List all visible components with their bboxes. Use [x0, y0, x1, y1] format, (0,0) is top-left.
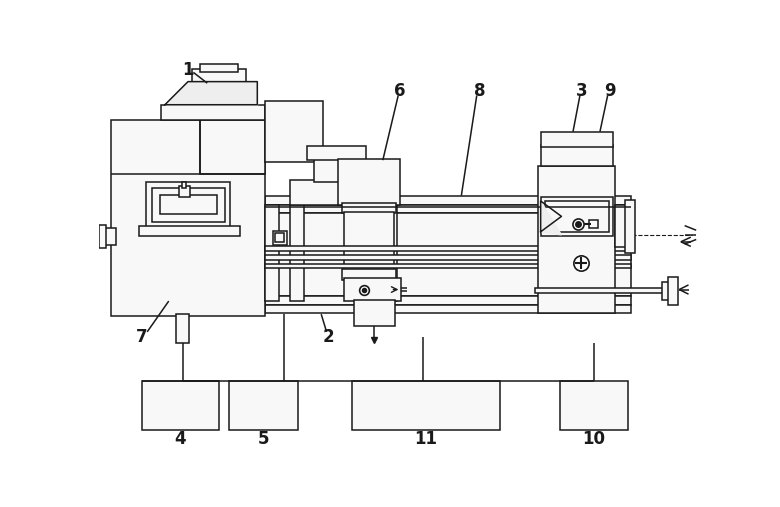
Bar: [140, 227, 239, 236]
Polygon shape: [165, 82, 257, 105]
Text: 4: 4: [175, 430, 186, 448]
Bar: [176, 314, 189, 343]
Bar: [182, 182, 186, 188]
Bar: [100, 225, 105, 248]
Text: 10: 10: [583, 430, 605, 448]
Bar: [615, 205, 627, 247]
Text: 1: 1: [183, 61, 193, 79]
Bar: [541, 132, 613, 147]
Bar: [152, 188, 225, 222]
Bar: [200, 64, 238, 71]
Bar: [111, 120, 265, 316]
Bar: [265, 101, 323, 162]
Bar: [273, 231, 286, 245]
Bar: [265, 245, 631, 251]
Bar: [265, 305, 631, 313]
Bar: [265, 205, 631, 212]
Bar: [538, 166, 615, 313]
Text: 11: 11: [414, 430, 438, 448]
Bar: [314, 159, 360, 182]
Bar: [353, 300, 395, 327]
Bar: [342, 203, 396, 212]
Text: 9: 9: [604, 82, 615, 100]
Bar: [589, 220, 598, 228]
Bar: [342, 269, 396, 279]
Bar: [307, 147, 366, 160]
Bar: [159, 195, 218, 214]
Bar: [265, 255, 631, 260]
Bar: [344, 278, 401, 301]
Bar: [275, 233, 284, 242]
Bar: [339, 159, 399, 205]
Bar: [192, 69, 246, 83]
Bar: [661, 282, 675, 300]
Text: 7: 7: [136, 328, 147, 346]
Bar: [265, 296, 631, 305]
Bar: [534, 288, 669, 294]
Text: 3: 3: [576, 82, 587, 100]
Text: 6: 6: [394, 82, 406, 100]
Text: 2: 2: [323, 328, 335, 346]
Bar: [544, 201, 609, 232]
Bar: [668, 277, 679, 305]
Bar: [541, 197, 613, 236]
Bar: [200, 120, 265, 174]
Polygon shape: [541, 201, 562, 235]
Text: 8: 8: [474, 82, 486, 100]
Bar: [229, 381, 298, 429]
Text: 5: 5: [257, 430, 269, 448]
Bar: [383, 205, 397, 301]
Bar: [161, 105, 265, 120]
Bar: [625, 200, 636, 252]
Bar: [179, 187, 190, 197]
Bar: [290, 180, 383, 205]
Bar: [265, 196, 631, 205]
Bar: [101, 228, 115, 245]
Bar: [142, 381, 219, 429]
Bar: [265, 212, 631, 296]
Bar: [146, 182, 230, 228]
Bar: [560, 381, 628, 429]
Bar: [344, 212, 394, 270]
Bar: [265, 264, 631, 268]
Bar: [352, 381, 500, 429]
Bar: [290, 205, 304, 301]
Bar: [541, 145, 613, 166]
Bar: [265, 205, 279, 301]
Bar: [369, 205, 383, 301]
